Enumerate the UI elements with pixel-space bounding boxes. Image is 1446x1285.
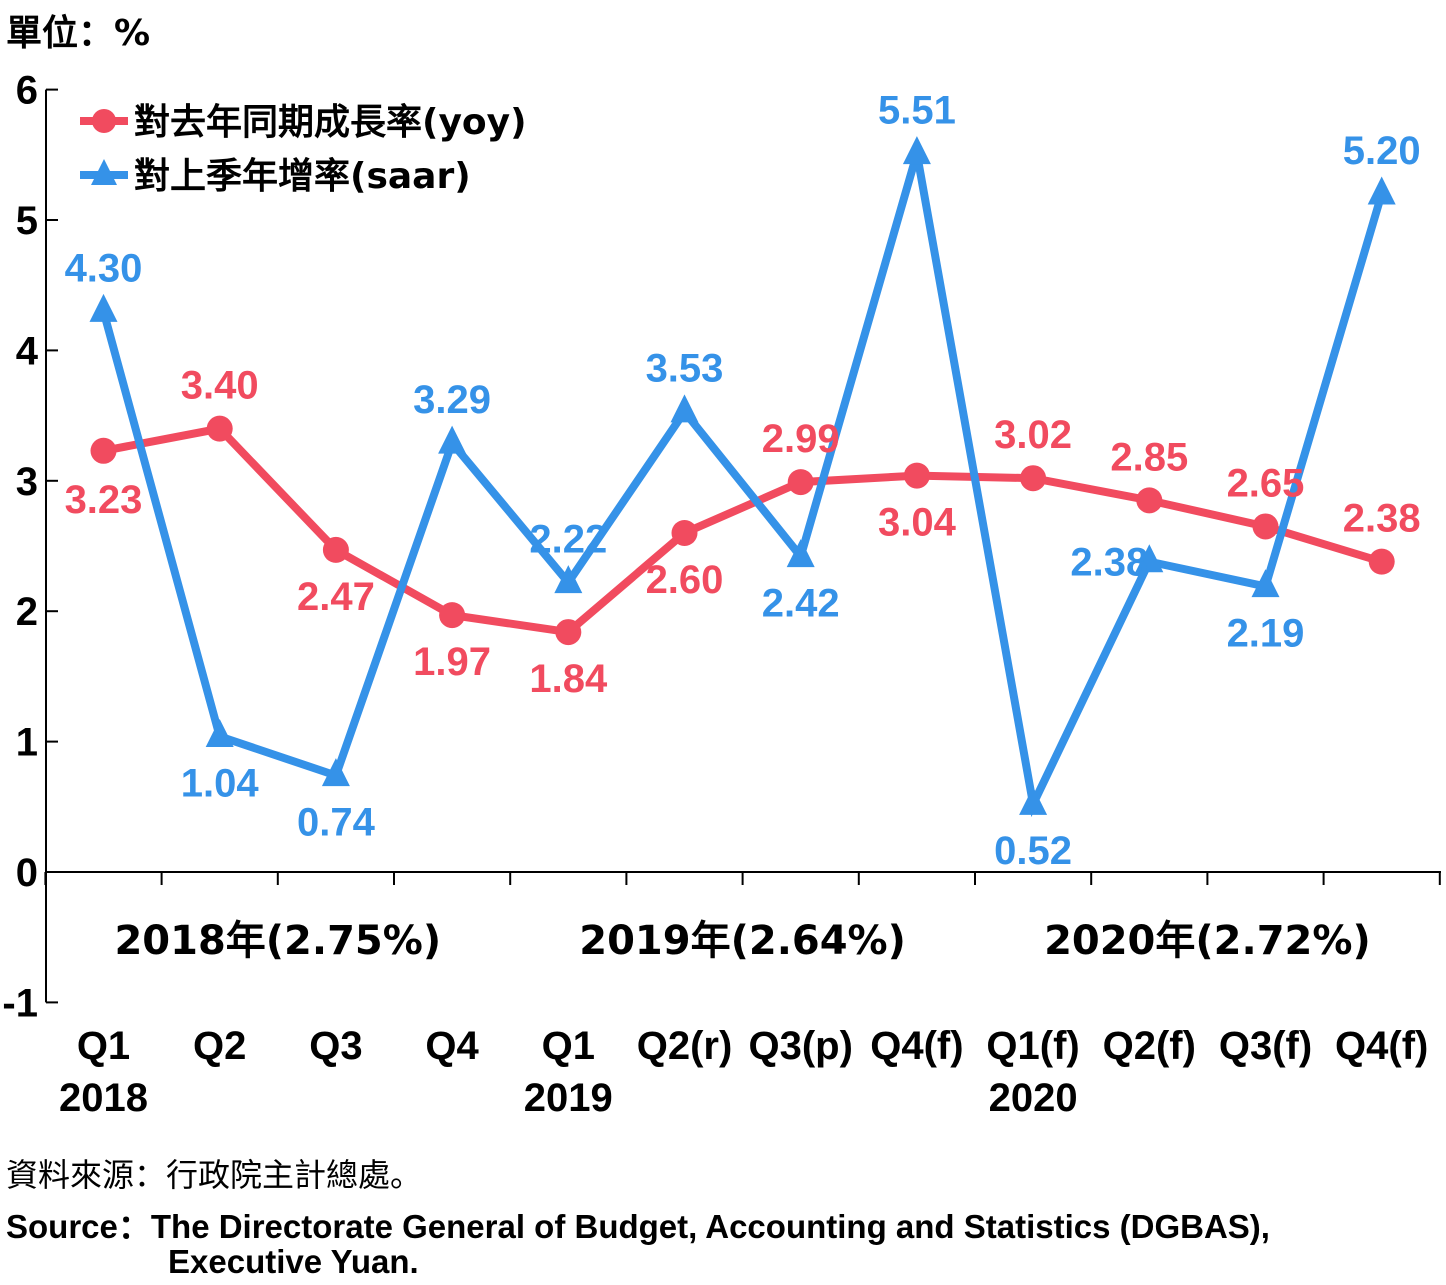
yoy-point (1136, 487, 1163, 514)
unit-label: 單位：% (6, 13, 150, 54)
saar-data-label: 2.42 (762, 581, 840, 625)
yoy-point (555, 619, 582, 646)
yoy-data-label: 3.40 (181, 364, 259, 408)
saar-point (1367, 176, 1396, 205)
yoy-point (206, 415, 233, 442)
x-tick-label: Q3(f) (1219, 1024, 1312, 1068)
saar-data-label: 1.04 (181, 761, 260, 805)
yoy-point (1020, 465, 1047, 492)
legend-saar-label: 對上季年增率(saar) (134, 156, 471, 197)
yoy-point (90, 437, 117, 464)
yoy-point (903, 462, 930, 489)
saar-point (1251, 569, 1280, 598)
y-tick-label: 6 (16, 69, 38, 113)
x-year-label: 2020 (989, 1076, 1078, 1120)
saar-data-label: 2.38 (1070, 541, 1148, 585)
x-tick-label: Q4 (425, 1024, 479, 1068)
yoy-series-line (99, 424, 1386, 637)
yoy-point (671, 519, 698, 546)
x-tick-label: Q4(f) (1335, 1024, 1428, 1068)
y-tick-label: 1 (16, 721, 38, 765)
x-tick-label: Q1 (77, 1024, 130, 1068)
saar-point (321, 758, 350, 787)
yoy-point (787, 469, 814, 496)
y-tick-label: 5 (16, 199, 38, 243)
saar-point (205, 719, 234, 748)
saar-point (670, 394, 699, 423)
saar-point (1019, 786, 1048, 815)
x-year-label: 2018 (59, 1076, 148, 1120)
yoy-data-label: 3.02 (994, 413, 1072, 457)
x-year-label: 2019 (524, 1076, 613, 1120)
saar-point (89, 293, 118, 322)
source-note-english-continued: Executive Yuan. (168, 1243, 419, 1280)
y-tick-label: 2 (16, 590, 38, 634)
x-tick-label: Q2(r) (637, 1024, 733, 1068)
year-group-label: 2019年(2.64%) (579, 918, 906, 964)
yoy-point (322, 536, 349, 563)
saar-point (554, 565, 583, 594)
saar-point (786, 539, 815, 568)
saar-data-label: 2.22 (529, 518, 607, 562)
legend-saar-marker (91, 159, 117, 185)
saar-data-label: 3.53 (646, 347, 724, 391)
year-group-label: 2018年(2.75%) (114, 918, 441, 964)
yoy-data-label: 1.84 (529, 657, 608, 701)
yoy-point (1252, 513, 1279, 540)
yoy-data-label: 2.65 (1227, 461, 1305, 505)
yoy-point (439, 602, 466, 629)
saar-data-label: 0.52 (994, 829, 1072, 873)
saar-data-label: 2.19 (1227, 611, 1305, 655)
saar-point (438, 425, 467, 454)
legend-yoy-label: 對去年同期成長率(yoy) (134, 102, 527, 143)
line-chart: 單位：% -1 0 1 2 3 4 5 6 2018年(2.75%) 2019年(2.64%) 202… (2, 13, 1441, 1120)
source-note-english: Source：The Directorate General of Budget… (6, 1208, 1270, 1245)
x-tick-label: Q1(f) (986, 1024, 1079, 1068)
yoy-data-label: 3.04 (878, 501, 957, 545)
yoy-data-label: 3.23 (65, 478, 143, 522)
year-group-label: 2020年(2.72%) (1044, 918, 1371, 964)
saar-data-label: 4.30 (65, 246, 143, 290)
x-tick-label: Q3 (309, 1024, 362, 1068)
x-tick-label: Q2 (193, 1024, 246, 1068)
y-tick-label: 4 (16, 329, 39, 373)
x-tick-label: Q2(f) (1103, 1024, 1196, 1068)
y-tick-label: 0 (16, 851, 38, 895)
y-tick-label: 3 (16, 460, 38, 504)
x-tick-label: Q3(p) (748, 1024, 852, 1068)
yoy-point (1368, 548, 1395, 575)
x-tick-label: Q1 (542, 1024, 595, 1068)
yoy-data-label: 2.38 (1343, 497, 1421, 541)
yoy-data-label: 2.85 (1110, 435, 1188, 479)
source-note-chinese: 資料來源：行政院主計總處。 (6, 1156, 423, 1194)
saar-data-label: 5.51 (878, 88, 956, 132)
yoy-data-label: 2.99 (762, 417, 840, 461)
saar-data-label: 5.20 (1343, 129, 1421, 173)
saar-point (902, 136, 931, 165)
saar-data-label: 0.74 (297, 801, 376, 845)
y-tick-label: -1 (2, 981, 38, 1025)
yoy-data-label: 1.97 (413, 640, 491, 684)
yoy-data-label: 2.47 (297, 575, 375, 619)
legend-yoy-marker (92, 109, 116, 133)
yoy-data-label: 2.60 (646, 558, 724, 602)
saar-data-label: 3.29 (413, 378, 491, 422)
saar-point (1135, 544, 1164, 573)
x-tick-label: Q4(f) (870, 1024, 963, 1068)
saar-series-line (99, 152, 1386, 818)
